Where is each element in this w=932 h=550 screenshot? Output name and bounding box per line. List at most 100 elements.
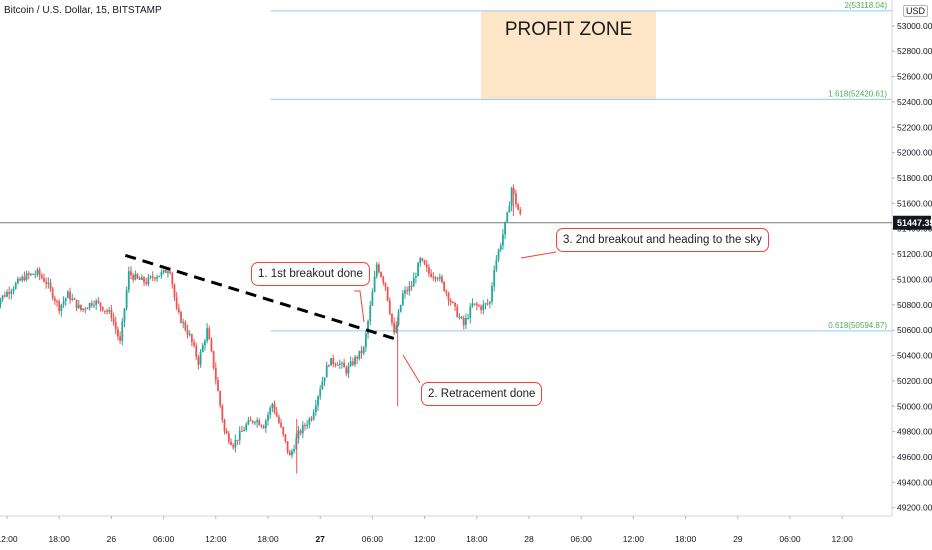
candle-body bbox=[421, 258, 424, 261]
y-tick-label: 53000.00 bbox=[897, 21, 932, 31]
candle-body bbox=[367, 320, 369, 334]
candle-body bbox=[53, 298, 56, 302]
candle-body bbox=[117, 329, 119, 337]
candle-body bbox=[451, 302, 454, 304]
candle-body bbox=[149, 276, 152, 278]
candle-body bbox=[299, 430, 302, 434]
candle-body bbox=[291, 451, 293, 456]
candle-body bbox=[508, 205, 511, 213]
candle-body bbox=[254, 422, 256, 424]
candle-body bbox=[71, 298, 74, 300]
x-tick-label: 12:00 bbox=[414, 534, 436, 544]
candle-body bbox=[432, 276, 435, 278]
candlestick-series bbox=[0, 184, 522, 474]
x-tick-label: 06:00 bbox=[153, 534, 175, 544]
candle-body bbox=[273, 403, 276, 412]
candle-body bbox=[212, 351, 215, 368]
candle-body bbox=[445, 290, 448, 293]
candle-body bbox=[317, 396, 319, 406]
candle-body bbox=[271, 403, 274, 408]
candle-body bbox=[467, 318, 469, 320]
y-tick-label: 49200.00 bbox=[897, 503, 932, 513]
candle-body bbox=[297, 430, 300, 439]
y-tick-label: 49600.00 bbox=[897, 452, 932, 462]
candle-body bbox=[16, 278, 19, 284]
candle-body bbox=[184, 322, 187, 330]
candle-body bbox=[3, 295, 6, 297]
candle-body bbox=[378, 264, 380, 273]
currency-button[interactable]: USD bbox=[903, 5, 929, 17]
x-tick-label: 26 bbox=[107, 534, 117, 544]
candle-body bbox=[275, 411, 278, 417]
candle-body bbox=[338, 363, 341, 365]
candle-body bbox=[358, 350, 361, 359]
candle-body bbox=[188, 334, 191, 336]
y-tick-label: 51600.00 bbox=[897, 198, 932, 208]
candle-body bbox=[19, 278, 21, 281]
x-tick-label: 18:00 bbox=[49, 534, 71, 544]
candle-body bbox=[308, 418, 311, 425]
candle-body bbox=[401, 293, 404, 305]
candle-body bbox=[386, 287, 389, 301]
candle-body bbox=[391, 313, 393, 323]
candle-body bbox=[171, 273, 174, 285]
candle-body bbox=[251, 420, 254, 423]
candle-body bbox=[199, 352, 202, 365]
candle-body bbox=[103, 310, 106, 312]
candle-body bbox=[136, 274, 139, 279]
candle-body bbox=[227, 433, 230, 442]
annotation-second-breakout[interactable]: 3. 2nd breakout and heading to the sky bbox=[556, 228, 769, 252]
candle-body bbox=[147, 277, 150, 285]
fib-level-label: 0.618(50594.87) bbox=[828, 321, 887, 330]
candle-body bbox=[21, 276, 24, 281]
candle-body bbox=[10, 291, 13, 294]
annotation-retracement[interactable]: 2. Retracement done bbox=[421, 382, 543, 406]
candle-body bbox=[343, 362, 346, 368]
candle-body bbox=[288, 451, 291, 456]
candle-body bbox=[460, 316, 463, 319]
candle-body bbox=[360, 350, 363, 354]
annotation-first-breakout[interactable]: 1. 1st breakout done bbox=[251, 262, 370, 286]
candle-body bbox=[371, 291, 374, 306]
candle-body bbox=[304, 425, 306, 427]
candle-body bbox=[217, 379, 219, 392]
candle-body bbox=[334, 363, 337, 365]
candle-body bbox=[282, 426, 285, 435]
candle-body bbox=[441, 276, 443, 282]
candle-body bbox=[488, 301, 491, 304]
candle-body bbox=[108, 309, 111, 312]
y-tick-label: 52400.00 bbox=[897, 97, 932, 107]
x-tick-label: 12:00 bbox=[623, 534, 645, 544]
candle-body bbox=[223, 419, 226, 432]
trendline[interactable] bbox=[124, 253, 397, 341]
candle-body bbox=[267, 414, 269, 421]
candle-body bbox=[140, 277, 143, 280]
candle-body bbox=[280, 422, 282, 427]
candle-body bbox=[106, 310, 108, 312]
candle-body bbox=[458, 316, 461, 318]
candle-body bbox=[286, 441, 289, 452]
candle-body bbox=[112, 317, 115, 322]
candle-body bbox=[434, 277, 437, 279]
y-tick-label: 50600.00 bbox=[897, 325, 932, 335]
candle-body bbox=[425, 264, 428, 268]
candle-body bbox=[162, 270, 165, 272]
y-tick-label: 49800.00 bbox=[897, 427, 932, 437]
connector-retracement bbox=[402, 354, 421, 384]
candle-body bbox=[138, 278, 141, 280]
candle-body bbox=[480, 306, 483, 311]
candle-body bbox=[82, 308, 85, 310]
candle-body bbox=[504, 221, 506, 235]
candle-body bbox=[47, 282, 50, 284]
candle-body bbox=[330, 358, 332, 366]
fib-level-label: 1.618(52420.61) bbox=[828, 89, 887, 98]
candle-body bbox=[99, 302, 102, 307]
fib-extension: 2(53118.04) 1.618(52420.61) 0.618(50594.87… bbox=[270, 1, 892, 332]
candle-body bbox=[193, 342, 195, 346]
candle-body bbox=[1, 295, 4, 300]
candle-body bbox=[356, 357, 359, 359]
candle-body bbox=[399, 304, 402, 312]
candle-body bbox=[502, 234, 504, 246]
candle-body bbox=[182, 322, 185, 324]
